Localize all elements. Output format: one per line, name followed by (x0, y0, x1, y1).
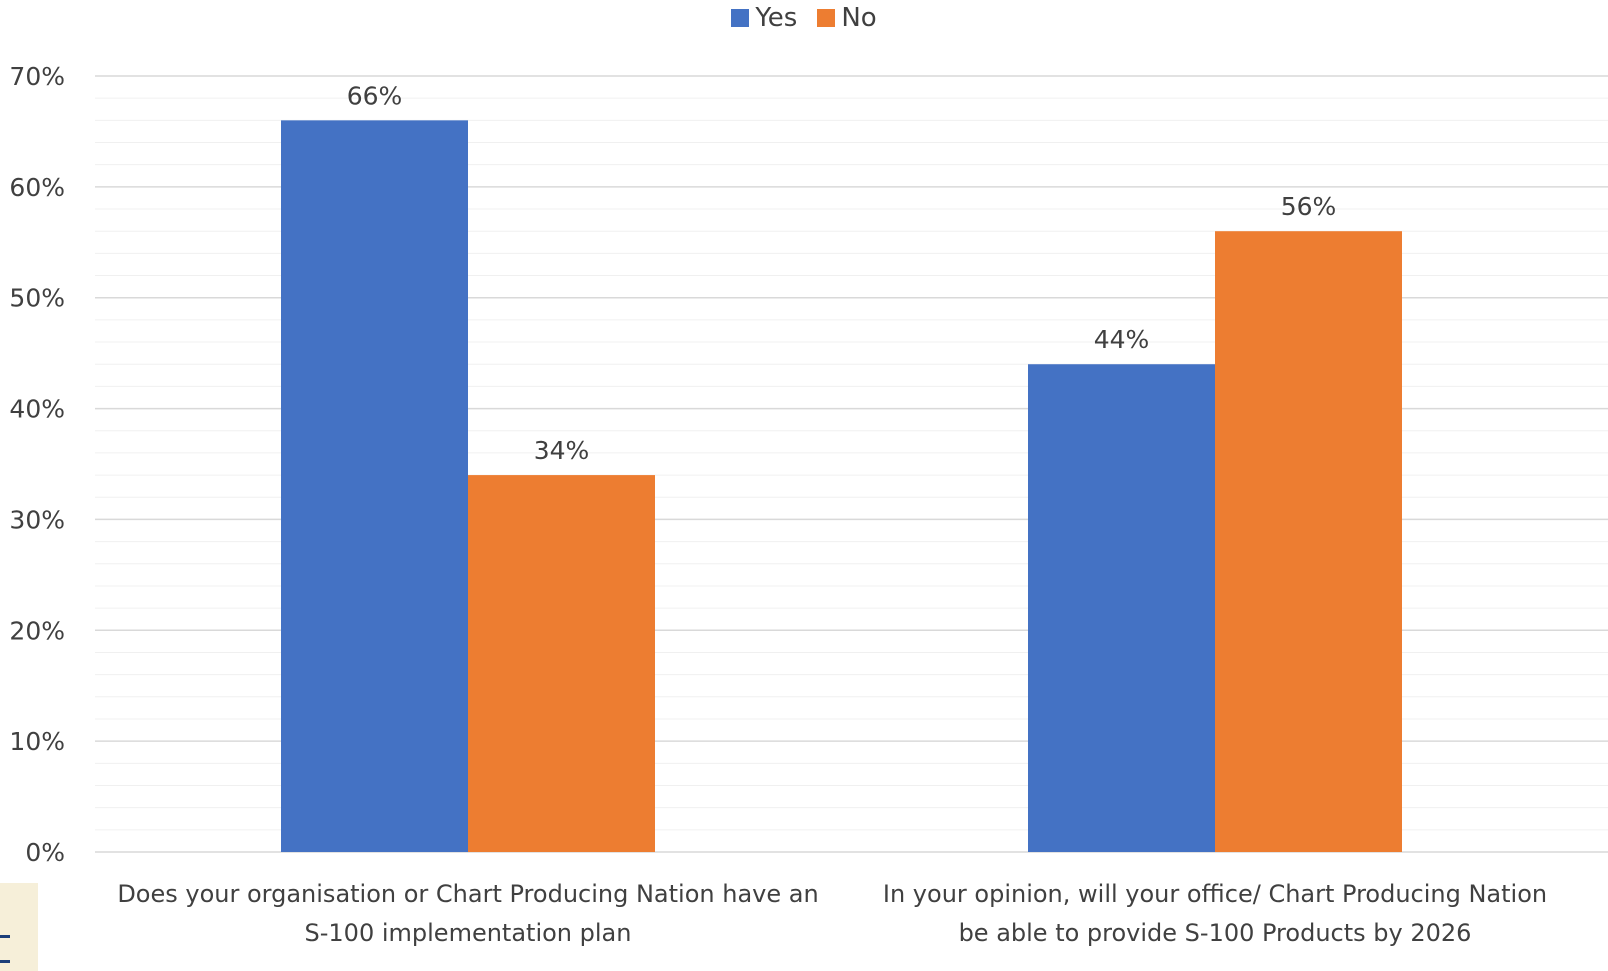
data-label: 66% (347, 81, 403, 110)
y-tick-label: 30% (9, 505, 65, 534)
legend-item-yes: Yes (731, 3, 797, 33)
legend-item-no: No (817, 3, 877, 33)
legend-swatch-no (817, 9, 836, 27)
y-axis-tick-labels: 0% 10% 20% 30% 40% 50% 60% 70% (9, 62, 65, 867)
y-tick-label: 50% (9, 284, 65, 313)
data-label: 56% (1281, 192, 1337, 221)
bar-no (468, 475, 655, 852)
legend-label-yes: Yes (755, 3, 798, 33)
x-category-label: Does your organisation or Chart Producin… (117, 880, 818, 908)
y-tick-label: 10% (9, 727, 65, 756)
bar-no (1215, 231, 1402, 852)
chart-legend: Yes No (0, 3, 1608, 33)
logo-mark-icon (0, 935, 10, 963)
y-tick-label: 70% (9, 62, 65, 91)
x-axis-category-labels: Does your organisation or Chart Producin… (117, 880, 1547, 947)
y-tick-label: 40% (9, 395, 65, 424)
legend-label-no: No (841, 3, 877, 33)
y-tick-label: 0% (25, 838, 65, 867)
corner-logo-fragment (0, 883, 38, 971)
data-label: 34% (534, 436, 590, 465)
bar-yes (281, 120, 468, 853)
y-tick-label: 20% (9, 616, 65, 645)
bar-yes (1028, 364, 1215, 852)
y-tick-label: 60% (9, 173, 65, 202)
x-category-label: S-100 implementation plan (305, 919, 632, 947)
bars (281, 120, 1402, 853)
x-category-label: In your opinion, will your office/ Chart… (883, 880, 1547, 908)
data-label: 44% (1094, 325, 1150, 354)
legend-swatch-yes (731, 9, 750, 27)
data-labels: 66% 34% 44% 56% (347, 81, 1337, 465)
x-category-label: be able to provide S-100 Products by 202… (959, 919, 1472, 947)
